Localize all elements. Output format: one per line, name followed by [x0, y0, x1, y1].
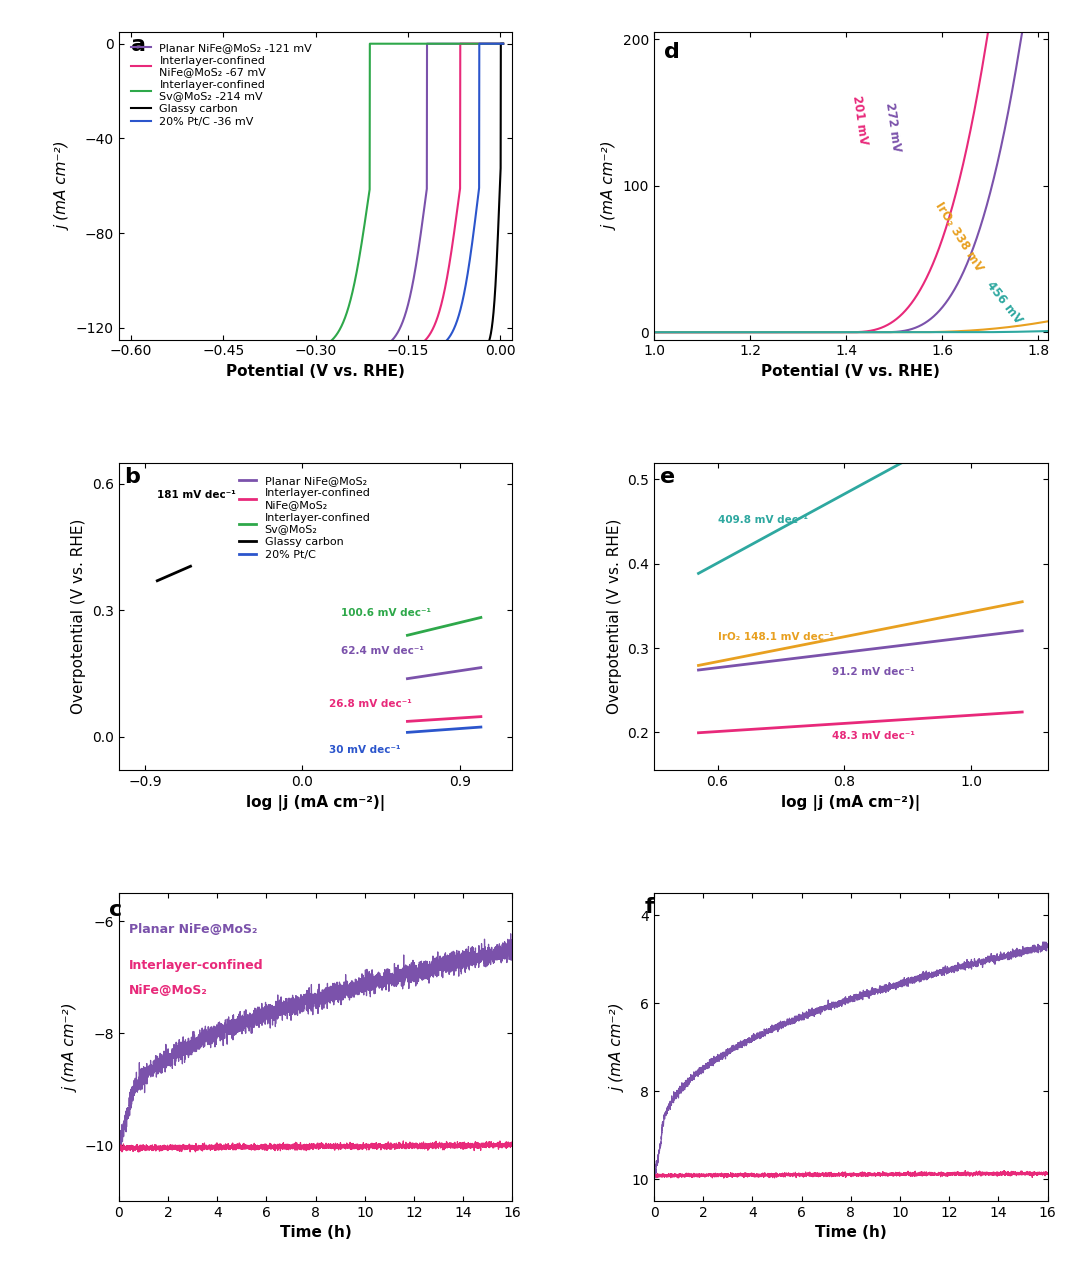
X-axis label: log |j (mA cm⁻²)|: log |j (mA cm⁻²)| [781, 794, 920, 811]
Text: b: b [124, 467, 140, 487]
Y-axis label: j (mA cm⁻²): j (mA cm⁻²) [55, 142, 70, 230]
Text: 48.3 mV dec⁻¹: 48.3 mV dec⁻¹ [832, 731, 915, 741]
Text: Interlayer-confined: Interlayer-confined [129, 959, 264, 972]
Text: a: a [131, 36, 146, 55]
Text: IrO₂ 148.1 mV dec⁻¹: IrO₂ 148.1 mV dec⁻¹ [717, 631, 834, 641]
Text: 181 mV dec⁻¹: 181 mV dec⁻¹ [158, 491, 237, 501]
Text: f: f [644, 896, 653, 917]
Y-axis label: Overpotential (V vs. RHE): Overpotential (V vs. RHE) [607, 519, 622, 714]
Text: c: c [109, 900, 122, 921]
Text: NiFe@MoS₂: NiFe@MoS₂ [129, 984, 207, 997]
Text: 456 mV: 456 mV [984, 279, 1025, 326]
Legend: Planar NiFe@MoS₂ -121 mV, Interlayer-confined
NiFe@MoS₂ -67 mV, Interlayer-confi: Planar NiFe@MoS₂ -121 mV, Interlayer-con… [129, 41, 314, 129]
X-axis label: Potential (V vs. RHE): Potential (V vs. RHE) [226, 363, 405, 379]
Text: 26.8 mV dec⁻¹: 26.8 mV dec⁻¹ [328, 699, 411, 709]
Text: e: e [660, 467, 675, 487]
Text: IrO₂ 338 mV: IrO₂ 338 mV [932, 200, 985, 274]
Text: 201 mV: 201 mV [850, 94, 869, 145]
Text: 62.4 mV dec⁻¹: 62.4 mV dec⁻¹ [341, 646, 423, 657]
X-axis label: Potential (V vs. RHE): Potential (V vs. RHE) [761, 363, 941, 379]
Text: 409.8 mV dec⁻¹: 409.8 mV dec⁻¹ [717, 515, 808, 525]
Text: d: d [663, 42, 679, 62]
Text: Planar NiFe@MoS₂: Planar NiFe@MoS₂ [129, 923, 257, 936]
X-axis label: log |j (mA cm⁻²)|: log |j (mA cm⁻²)| [246, 794, 386, 811]
Y-axis label: j (mA cm⁻²): j (mA cm⁻²) [611, 1003, 626, 1091]
Text: 100.6 mV dec⁻¹: 100.6 mV dec⁻¹ [341, 608, 431, 618]
Y-axis label: Overpotential (V vs. RHE): Overpotential (V vs. RHE) [71, 519, 86, 714]
Y-axis label: j (mA cm⁻²): j (mA cm⁻²) [64, 1003, 79, 1091]
X-axis label: Time (h): Time (h) [280, 1225, 351, 1241]
Text: 30 mV dec⁻¹: 30 mV dec⁻¹ [328, 746, 401, 756]
Text: 91.2 mV dec⁻¹: 91.2 mV dec⁻¹ [832, 667, 915, 677]
X-axis label: Time (h): Time (h) [815, 1225, 887, 1241]
Legend: Planar NiFe@MoS₂, Interlayer-confined
NiFe@MoS₂, Interlayer-confined
Sv@MoS₂, Gl: Planar NiFe@MoS₂, Interlayer-confined Ni… [234, 472, 375, 565]
Text: 272 mV: 272 mV [883, 102, 903, 153]
Y-axis label: j (mA cm⁻²): j (mA cm⁻²) [603, 142, 618, 230]
